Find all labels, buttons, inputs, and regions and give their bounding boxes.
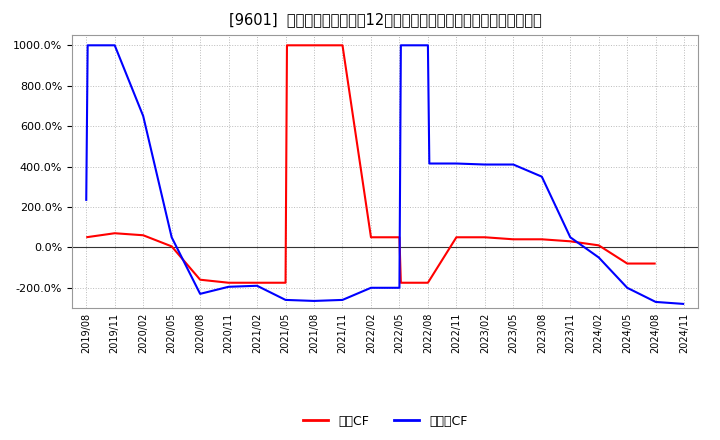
Legend: 営業CF, フリーCF: 営業CF, フリーCF (298, 410, 472, 433)
Title: [9601]  キャッシュフローの12か月移動合計の対前年同期増減率の推移: [9601] キャッシュフローの12か月移動合計の対前年同期増減率の推移 (229, 12, 541, 27)
